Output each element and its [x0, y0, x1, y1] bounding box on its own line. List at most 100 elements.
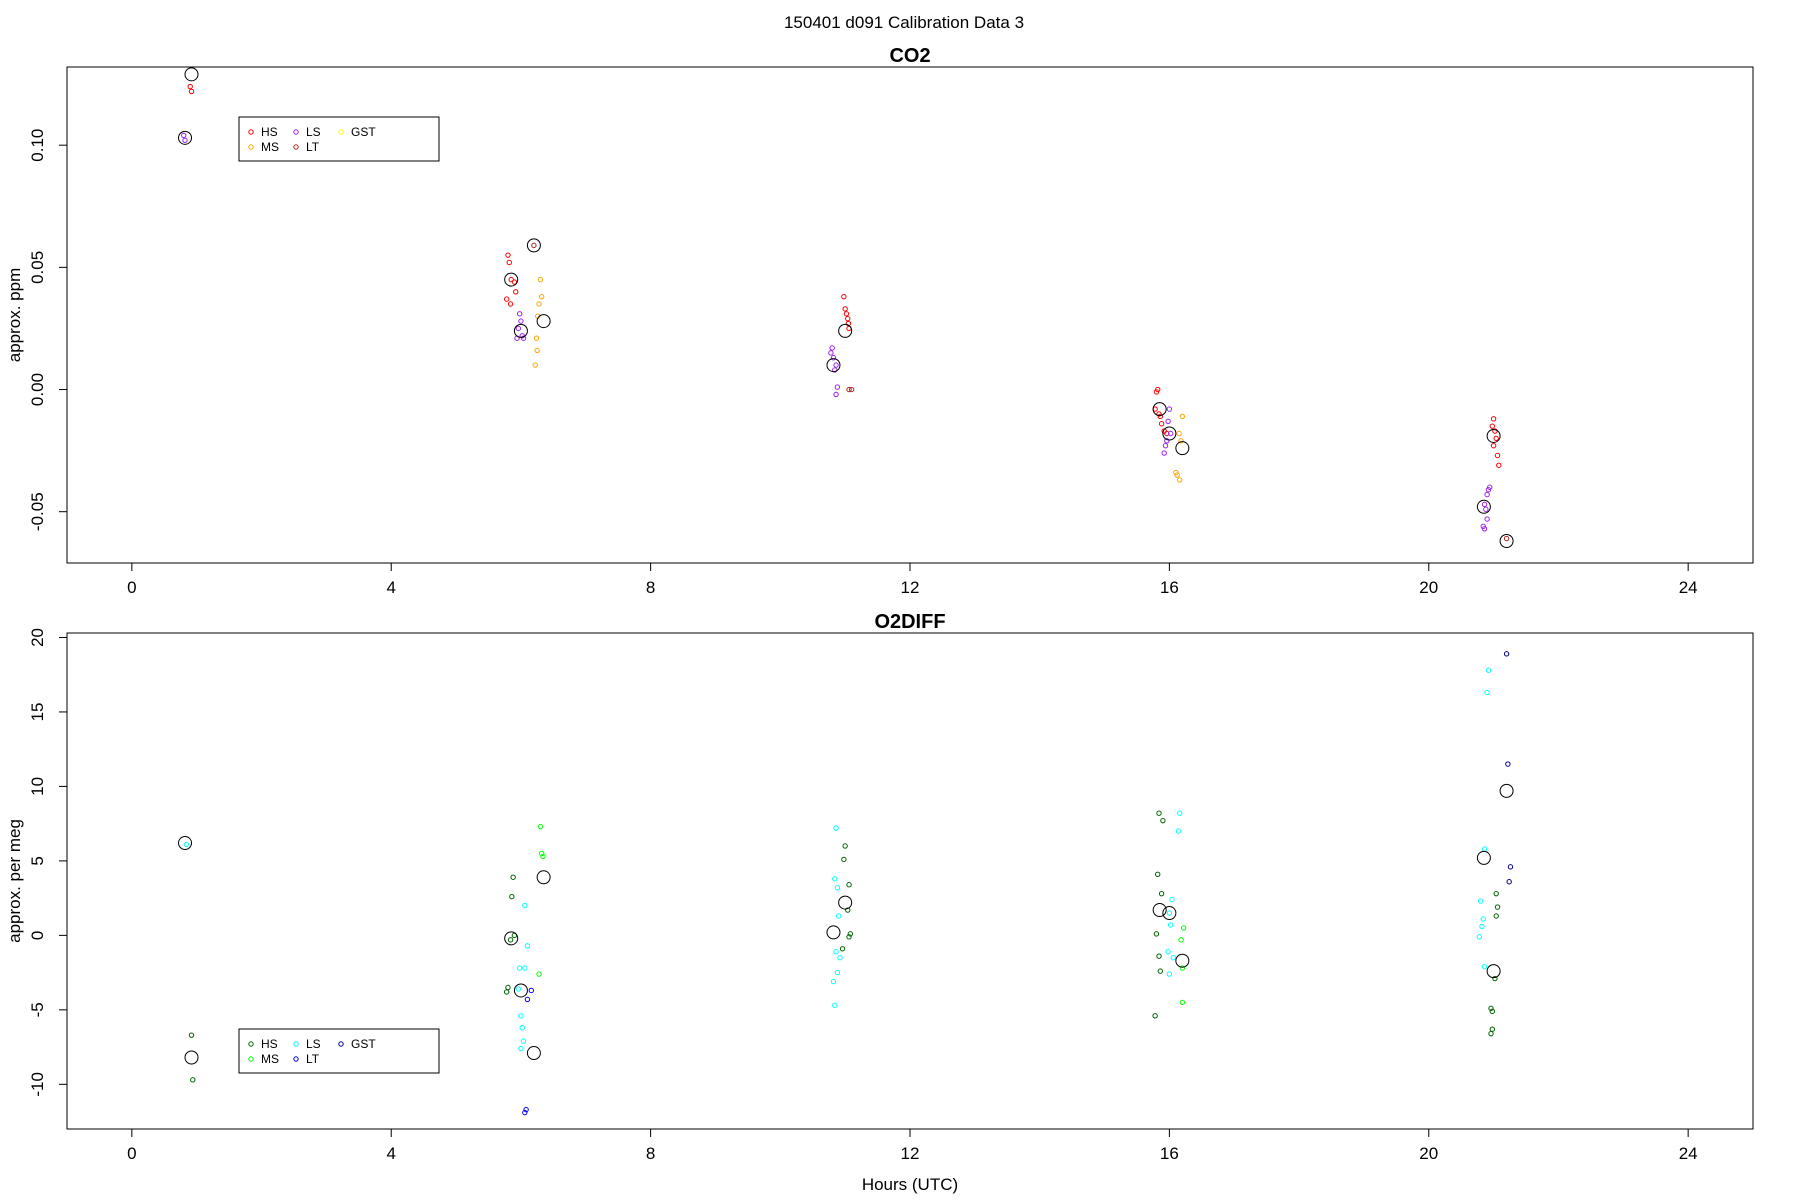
co2-point-ls: [182, 133, 186, 137]
co2-point-ls: [829, 351, 833, 355]
co2-point-hs: [844, 312, 848, 316]
co2-point-ls: [183, 138, 187, 142]
co2-legend-box: [239, 117, 439, 161]
o2diff-y-tick-label: 10: [28, 777, 47, 796]
o2diff-x-tick-label: 8: [646, 1144, 655, 1163]
o2diff-point-hs: [1156, 872, 1160, 876]
co2-point-hs: [842, 294, 846, 298]
o2diff-point-ls: [1168, 923, 1172, 927]
o2diff-point-hs: [191, 1078, 195, 1082]
o2diff-y-tick-label: 0: [28, 931, 47, 940]
o2diff-mean-marker: [1487, 965, 1500, 978]
o2diff-mean-marker: [1153, 904, 1166, 917]
o2diff-point-ls: [519, 1014, 523, 1018]
o2diff-point-ls: [831, 979, 835, 983]
co2-mean-marker: [537, 315, 550, 328]
o2diff-y-tick-label: 5: [28, 856, 47, 865]
co2-mean-marker: [1176, 442, 1189, 455]
co2-point-ls: [519, 319, 523, 323]
co2-mean-marker: [527, 239, 540, 252]
co2-point-hs: [1490, 424, 1494, 428]
co2-point-ls: [1484, 507, 1488, 511]
o2diff-point-ms: [1179, 938, 1183, 942]
co2-point-ls: [835, 385, 839, 389]
o2diff-point-hs: [508, 938, 512, 942]
o2diff-point-ls: [834, 826, 838, 830]
o2diff-x-axis: 0 4 8 12 16 20 24: [127, 1129, 1698, 1163]
co2-x-tick-label: 16: [1160, 578, 1179, 597]
o2diff-point-ls: [184, 842, 188, 846]
co2-title: CO2: [889, 45, 930, 67]
o2diff-point-ls: [1167, 972, 1171, 976]
co2-legend-label: LS: [306, 125, 321, 139]
co2-x-tick-label: 24: [1679, 578, 1698, 597]
o2diff-x-tick-label: 20: [1419, 1144, 1438, 1163]
co2-legend-label: HS: [261, 125, 278, 139]
o2diff-point-hs: [1158, 969, 1162, 973]
o2diff-y-tick-label: -10: [28, 1072, 47, 1097]
co2-point-hs: [506, 253, 510, 257]
o2diff-point-ls: [836, 914, 840, 918]
o2diff-point-ls: [838, 956, 842, 960]
co2-point-ls: [1166, 419, 1170, 423]
co2-point-hs: [1491, 417, 1495, 421]
o2diff-legend-label: MS: [261, 1052, 279, 1066]
co2-point-ls: [1162, 451, 1166, 455]
o2diff-point-ls: [517, 966, 521, 970]
o2diff-point-ls: [1478, 899, 1482, 903]
o2diff-mean-marker: [527, 1047, 540, 1060]
o2diff-point-ms: [537, 972, 541, 976]
co2-y-tick-label: 0.05: [28, 251, 47, 284]
o2diff-y-tick-label: -5: [28, 1002, 47, 1017]
o2diff-point-hs: [1489, 1031, 1493, 1035]
o2diff-series-ls: [184, 668, 1491, 1051]
co2-point-ms: [535, 348, 539, 352]
co2-point-ms: [533, 363, 537, 367]
co2-series-ms: [533, 277, 1185, 482]
co2-point-hs: [1497, 463, 1501, 467]
co2-point-ms: [538, 277, 542, 281]
co2-x-tick-label: 4: [386, 578, 395, 597]
o2diff-x-tick-label: 16: [1160, 1144, 1179, 1163]
co2-x-axis: 0 4 8 12 16 20 24: [127, 563, 1698, 597]
o2diff-point-hs: [847, 883, 851, 887]
o2diff-point-lt: [525, 997, 529, 1001]
co2-point-ms: [1180, 414, 1184, 418]
o2diff-mean-marker: [1176, 954, 1189, 967]
o2diff-point-hs: [1159, 891, 1163, 895]
co2-mean-marker: [1487, 429, 1500, 442]
co2-point-ms: [1177, 431, 1181, 435]
o2diff-y-axis-label: approx. per meg: [5, 819, 24, 943]
o2diff-point-hs: [1157, 811, 1161, 815]
o2diff-point-ls: [835, 970, 839, 974]
o2diff-point-ls: [834, 950, 838, 954]
o2diff-point-hs: [843, 844, 847, 848]
o2diff-mean-marker: [1477, 851, 1490, 864]
co2-point-ls: [1485, 517, 1489, 521]
o2diff-legend-label: LT: [306, 1052, 320, 1066]
o2diff-point-ls: [521, 1039, 525, 1043]
o2diff-point-ls: [1485, 690, 1489, 694]
o2diff-point-hs: [840, 947, 844, 951]
o2diff-point-lt: [529, 988, 533, 992]
o2diff-point-ls: [1477, 935, 1481, 939]
co2-point-hs: [188, 84, 192, 88]
o2diff-x-tick-label: 0: [127, 1144, 136, 1163]
co2-point-hs: [1491, 444, 1495, 448]
figure-suptitle: 150401 d091 Calibration Data 3: [784, 13, 1024, 32]
o2diff-point-ls: [1170, 897, 1174, 901]
co2-mean-marker: [514, 324, 527, 337]
co2-point-ms: [1178, 478, 1182, 482]
co2-legend: HSMSLSLTGST: [239, 117, 439, 161]
o2diff-point-gst: [1504, 652, 1508, 656]
o2diff-point-ls: [1482, 847, 1486, 851]
co2-point-ls: [831, 356, 835, 360]
o2diff-legend-label: LS: [306, 1037, 321, 1051]
o2diff-legend-box: [239, 1029, 439, 1073]
o2diff-point-ls: [833, 1003, 837, 1007]
o2diff-point-hs: [504, 990, 508, 994]
co2-point-ls: [834, 392, 838, 396]
o2diff-point-ls: [1178, 811, 1182, 815]
co2-point-hs: [843, 307, 847, 311]
